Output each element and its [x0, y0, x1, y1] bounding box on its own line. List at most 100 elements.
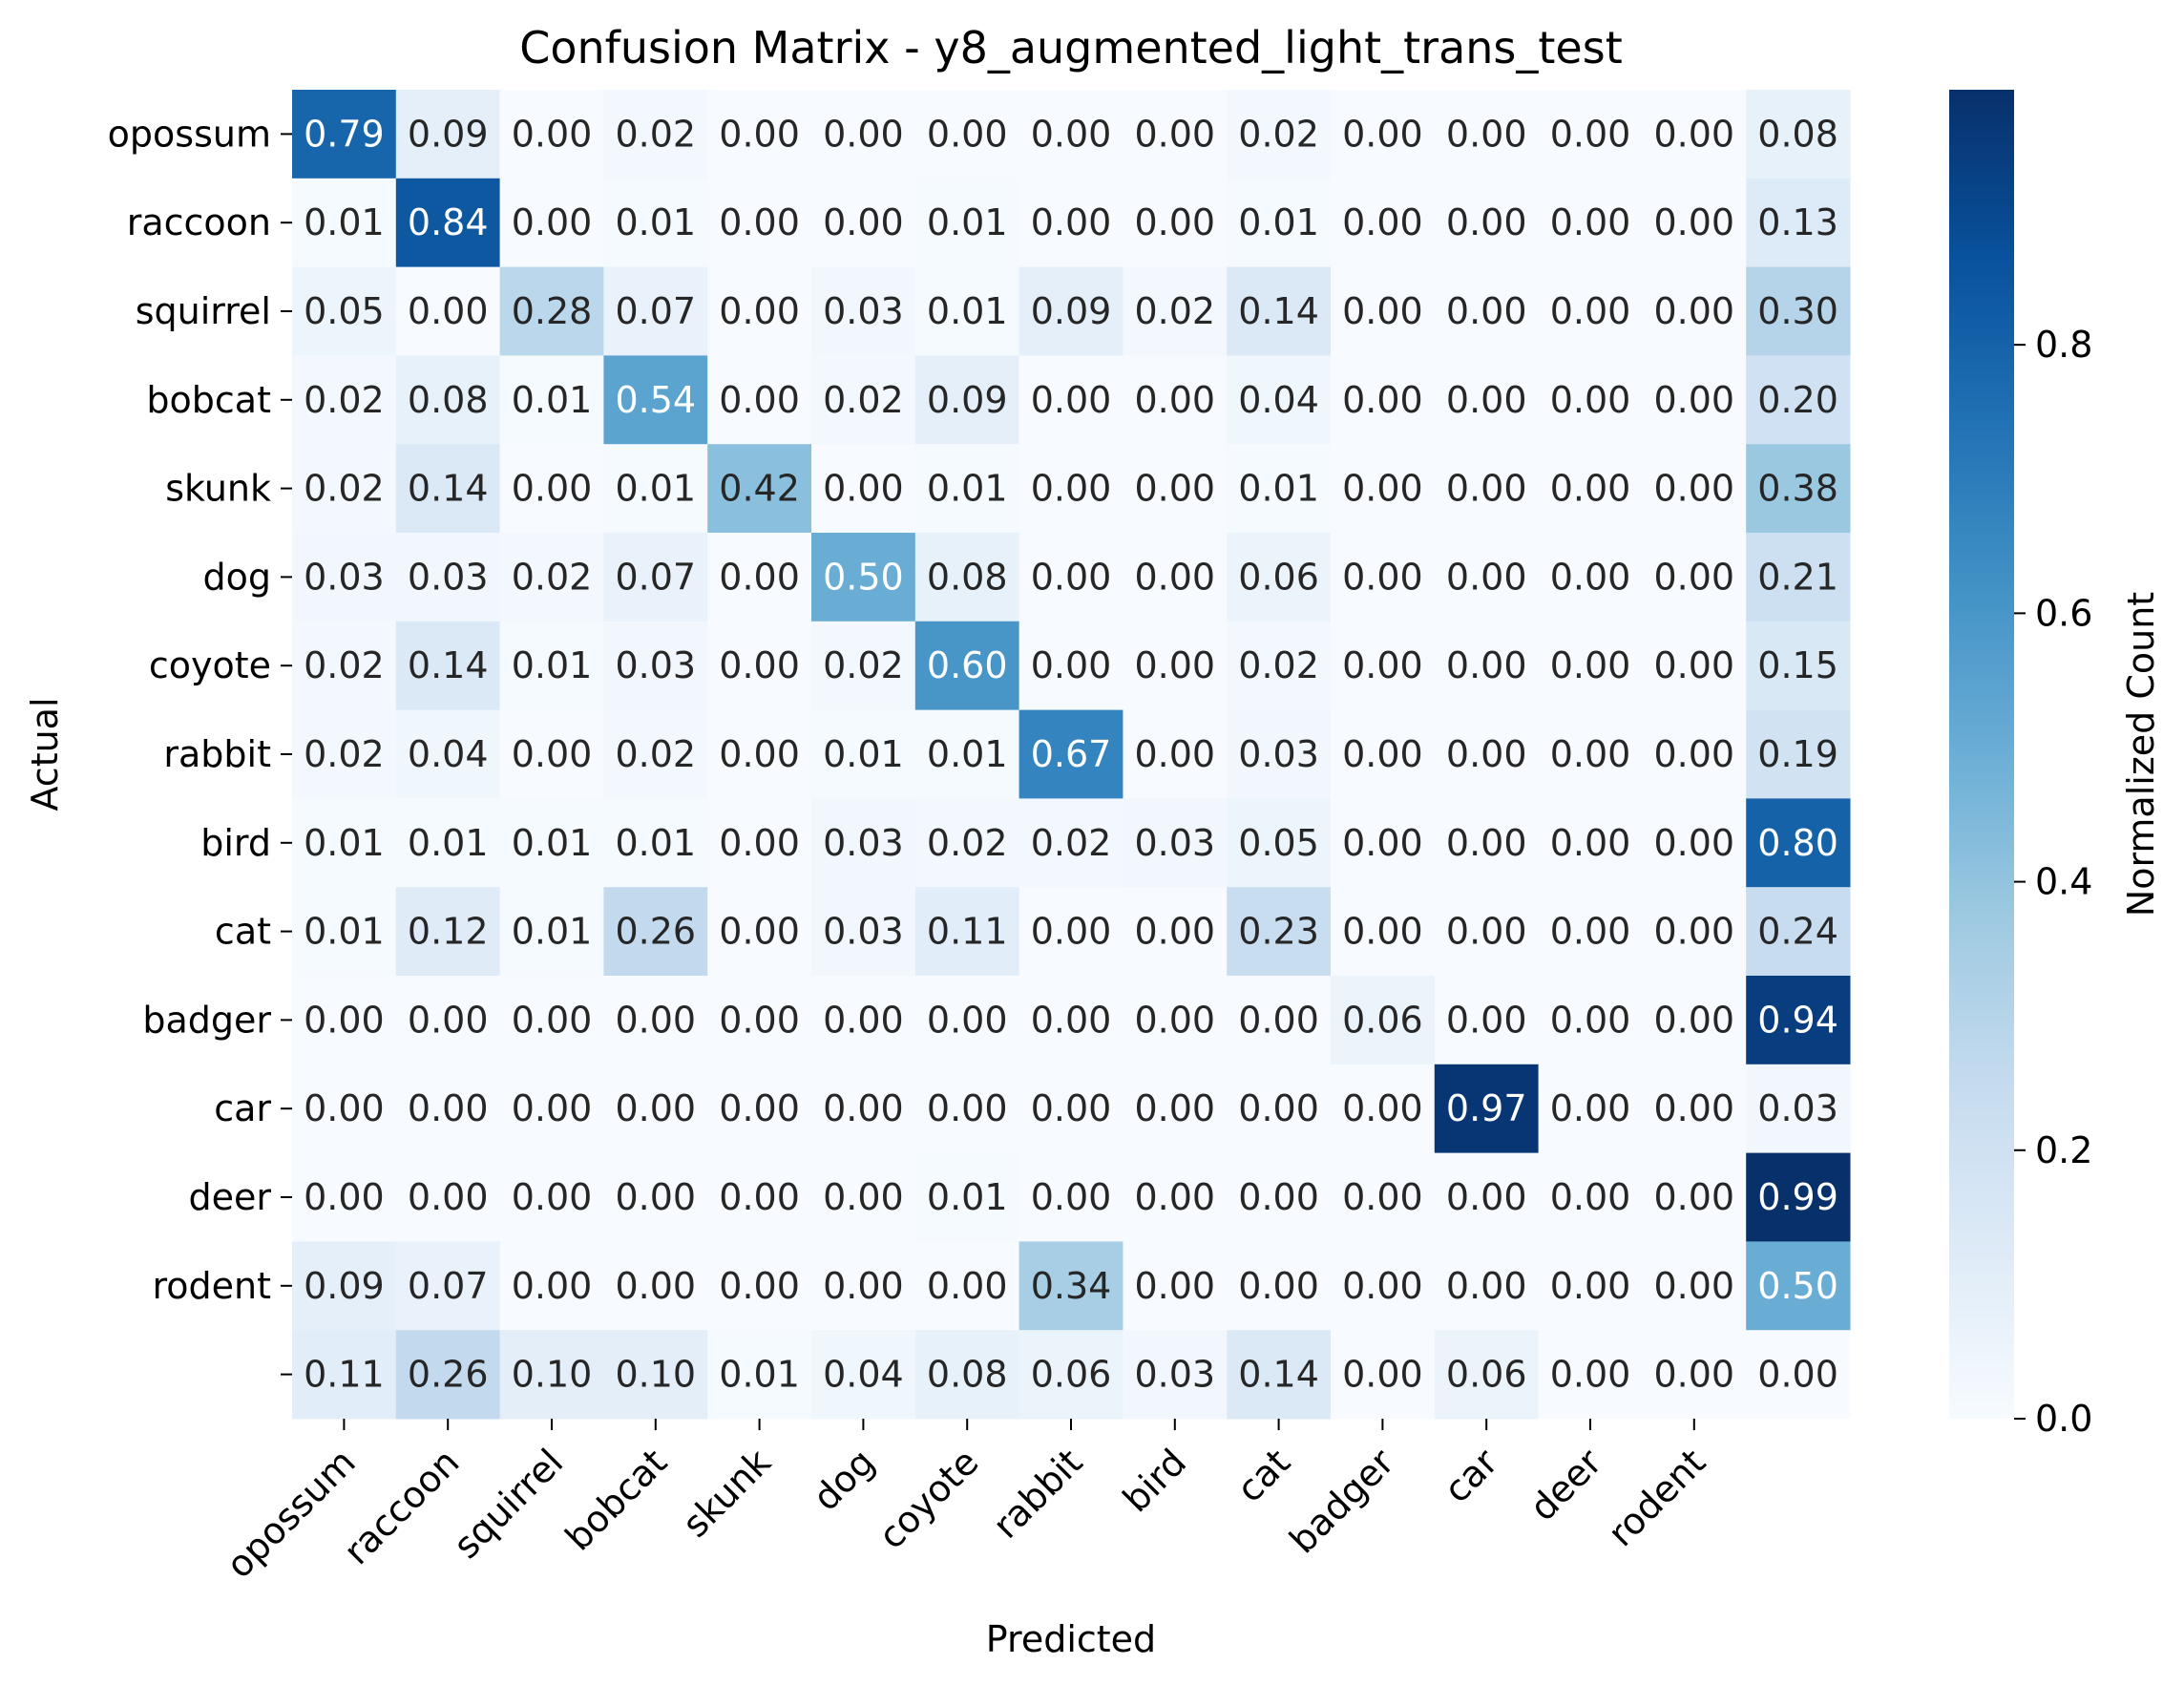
heatmap-cell-label: 0.02 [304, 733, 385, 775]
heatmap-cell-label: 0.09 [1031, 290, 1112, 332]
heatmap-cell [603, 266, 708, 356]
heatmap-cell-label: 0.00 [1342, 379, 1423, 421]
heatmap-cell-label: 0.80 [1757, 822, 1838, 864]
heatmap-cell [1642, 798, 1747, 888]
heatmap-cell-label: 0.00 [823, 999, 904, 1041]
heatmap-cell-label: 0.05 [304, 290, 385, 332]
heatmap-cell-label: 0.01 [1238, 201, 1319, 243]
heatmap-cell [603, 355, 708, 445]
heatmap-cell-label: 0.00 [1446, 379, 1527, 421]
heatmap-cell [707, 355, 812, 445]
heatmap-cell [1123, 1152, 1228, 1242]
heatmap-cell [1123, 533, 1228, 622]
y-tick-label: rodent [152, 1265, 271, 1307]
heatmap-cell [1018, 976, 1124, 1065]
heatmap-cell-label: 0.00 [1134, 1265, 1215, 1307]
heatmap-cell-label: 0.11 [927, 911, 1008, 953]
heatmap-cell-label: 0.00 [719, 822, 800, 864]
heatmap-cell-label: 0.00 [1238, 999, 1319, 1041]
heatmap-cell [1538, 887, 1643, 977]
heatmap-cell [1227, 621, 1332, 711]
heatmap-cell-label: 0.00 [719, 113, 800, 155]
heatmap-cell [1018, 1152, 1124, 1242]
heatmap-cell [1123, 266, 1228, 356]
heatmap-cell-label: 0.00 [1342, 1176, 1423, 1218]
y-tick-label: bobcat [146, 379, 271, 421]
heatmap-cell-label: 0.00 [1134, 911, 1215, 953]
heatmap-cell-label: 0.00 [1238, 1265, 1319, 1307]
heatmap-cell [499, 266, 604, 356]
heatmap-cell [1746, 976, 1851, 1065]
heatmap-cell-labels: 0.79 0.09 0.00 0.02 0.00 0.00 0.00 0.00 0.00 0.02… [304, 113, 1838, 1395]
heatmap-cell-label: 0.42 [719, 468, 800, 510]
heatmap-cell [1227, 266, 1332, 356]
heatmap-cell [603, 1064, 708, 1154]
heatmap-cell [395, 798, 501, 888]
heatmap-cell-label: 0.00 [719, 379, 800, 421]
heatmap-cell-label: 0.00 [1342, 113, 1423, 155]
heatmap-cell [707, 1330, 812, 1420]
heatmap-cell-label: 0.02 [1031, 822, 1112, 864]
heatmap-cell [811, 621, 916, 711]
x-tick-label: rabbit [985, 1441, 1091, 1547]
heatmap-cell [1018, 444, 1124, 534]
heatmap-cell-label: 0.03 [1134, 1354, 1215, 1396]
y-tick-label: bird [200, 822, 271, 864]
heatmap-cell-label: 0.00 [719, 1265, 800, 1307]
heatmap-cell [707, 90, 812, 179]
heatmap-cell [499, 709, 604, 799]
heatmap-cell [1538, 1152, 1643, 1242]
heatmap-cell [395, 1241, 501, 1331]
heatmap-cell-label: 0.00 [1550, 822, 1631, 864]
heatmap-cell-label: 0.08 [927, 1354, 1008, 1396]
heatmap-cell [811, 798, 916, 888]
heatmap-cell-label: 0.00 [719, 201, 800, 243]
x-tick-label: dog [805, 1441, 883, 1519]
heatmap-cell-label: 0.02 [304, 644, 385, 686]
heatmap-cell-label: 0.00 [1342, 1265, 1423, 1307]
heatmap-cell-label: 0.01 [927, 290, 1008, 332]
heatmap-cell [1018, 178, 1124, 268]
heatmap-cell-label: 0.01 [927, 468, 1008, 510]
heatmap-cell [1331, 1330, 1436, 1420]
heatmap-cell-label: 0.00 [408, 1087, 489, 1129]
heatmap-cell-label: 0.28 [512, 290, 593, 332]
heatmap-cell [707, 976, 812, 1065]
heatmap-cell [1018, 1064, 1124, 1154]
heatmap-cell [707, 709, 812, 799]
heatmap-cell [914, 1330, 1020, 1420]
heatmap-cell-label: 0.00 [823, 201, 904, 243]
heatmap-cell [914, 709, 1020, 799]
heatmap-cell-label: 0.00 [512, 201, 593, 243]
heatmap-cell-label: 0.05 [1238, 822, 1319, 864]
heatmap-cell-label: 0.15 [1757, 644, 1838, 686]
heatmap-cell [1018, 533, 1124, 622]
heatmap-cell-label: 0.00 [719, 999, 800, 1041]
heatmap-cell-label: 0.02 [927, 822, 1008, 864]
heatmap-cell-label: 0.00 [927, 1265, 1008, 1307]
heatmap-cell-label: 0.01 [304, 911, 385, 953]
y-tick-label: car [214, 1087, 271, 1129]
heatmap-cell [292, 621, 397, 711]
heatmap-cell-label: 0.19 [1757, 733, 1838, 775]
heatmap-cell-label: 0.00 [1653, 1087, 1734, 1129]
heatmap-cell [395, 178, 501, 268]
heatmap-cell [914, 1064, 1020, 1154]
heatmap-cell-label: 0.30 [1757, 290, 1838, 332]
heatmap-cell [1538, 1241, 1643, 1331]
heatmap-cell-label: 0.02 [304, 468, 385, 510]
heatmap-cell-label: 0.00 [1031, 999, 1112, 1041]
heatmap-cell-label: 0.01 [927, 201, 1008, 243]
heatmap-cell-label: 0.00 [1653, 822, 1734, 864]
heatmap-cell-label: 0.50 [1757, 1265, 1838, 1307]
heatmap-cell-label: 0.00 [1134, 644, 1215, 686]
heatmap-cell-label: 0.00 [1031, 1176, 1112, 1218]
heatmap-cell-label: 0.00 [1550, 911, 1631, 953]
heatmap-cell [914, 533, 1020, 622]
y-axis-ticks: opossum raccoon squirrel bobcat skunk dog coyo… [108, 113, 292, 1376]
heatmap-cell [603, 621, 708, 711]
heatmap-cell-label: 0.94 [1757, 999, 1838, 1041]
heatmap-cell-label: 0.00 [1031, 379, 1112, 421]
heatmap-cell [395, 533, 501, 622]
heatmap-cell [395, 1152, 501, 1242]
